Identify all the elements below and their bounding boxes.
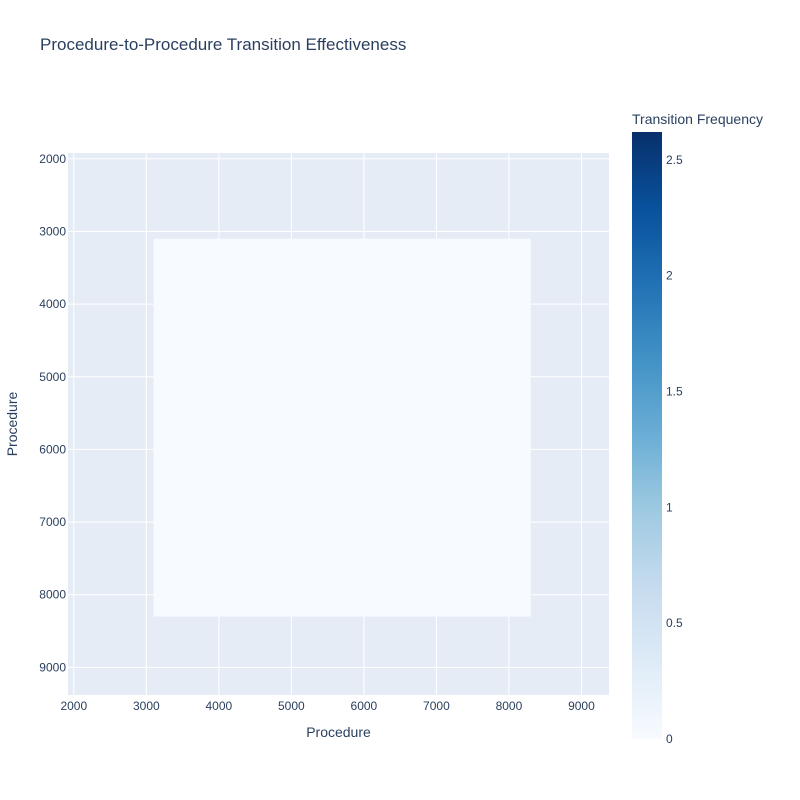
x-tick-label: 4000 (205, 699, 232, 713)
colorbar-tick-label: 2 (666, 269, 673, 283)
colorbar (632, 132, 662, 739)
colorbar-tick-label: 0 (666, 732, 673, 746)
heatmap-cells (153, 238, 531, 617)
y-axis-ticks: 2000 3000 4000 5000 6000 7000 8000 9000 (39, 152, 66, 675)
colorbar-ticks: 0 0.5 1 1.5 2 2.5 (666, 153, 683, 746)
colorbar-tick-label: 0.5 (666, 616, 683, 630)
x-tick-label: 2000 (60, 699, 87, 713)
x-tick-label: 8000 (496, 699, 523, 713)
heatmap-cell (153, 238, 531, 617)
y-tick-label: 9000 (39, 660, 66, 674)
x-axis-ticks: 2000 3000 4000 5000 6000 7000 8000 9000 (60, 699, 595, 713)
colorbar-tick-label: 2.5 (666, 153, 683, 167)
y-tick-label: 2000 (39, 152, 66, 166)
x-tick-label: 5000 (278, 699, 305, 713)
y-tick-label: 4000 (39, 297, 66, 311)
colorbar-tick-label: 1 (666, 500, 673, 514)
x-tick-label: 6000 (351, 699, 378, 713)
y-tick-label: 3000 (39, 224, 66, 238)
x-tick-label: 3000 (133, 699, 160, 713)
y-tick-label: 6000 (39, 442, 66, 456)
colorbar-tick-label: 1.5 (666, 384, 683, 398)
y-tick-label: 5000 (39, 370, 66, 384)
x-tick-label: 9000 (568, 699, 595, 713)
x-tick-label: 7000 (423, 699, 450, 713)
colorbar-title: Transition Frequency (632, 111, 763, 127)
y-tick-label: 8000 (39, 588, 66, 602)
x-axis-label: Procedure (306, 724, 371, 740)
chart-title: Procedure-to-Procedure Transition Effect… (40, 35, 406, 54)
y-tick-label: 7000 (39, 515, 66, 529)
y-axis-label: Procedure (4, 391, 20, 456)
